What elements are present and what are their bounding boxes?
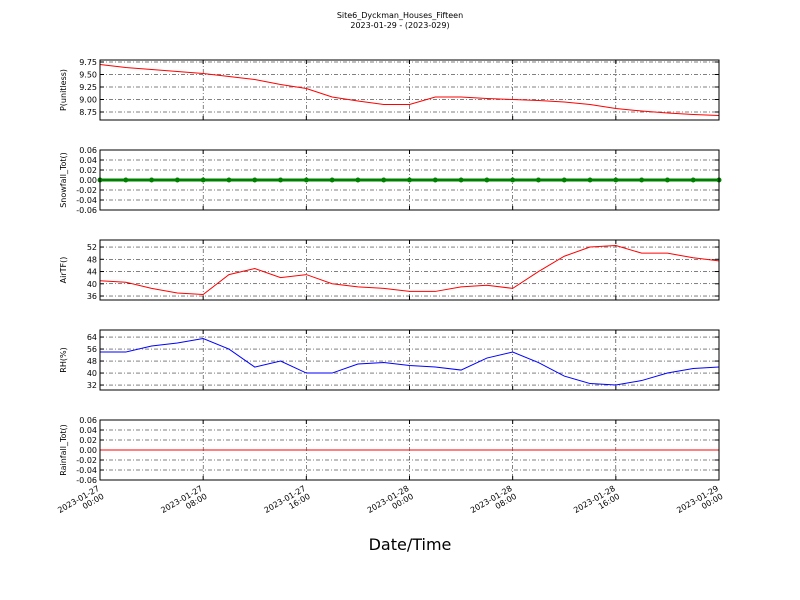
y-axis-label: Rainfall_Tot() — [59, 424, 68, 476]
data-point — [381, 177, 387, 183]
y-tick-label: -0.02 — [76, 456, 97, 465]
y-tick-label: 9.75 — [79, 58, 97, 67]
figure-subtitle: 2023-01-29 - (2023-029) — [350, 21, 449, 30]
y-tick-label: -0.06 — [76, 206, 97, 215]
y-tick-label: 8.75 — [79, 108, 97, 117]
figure-title: Site6_Dyckman_Houses_Fifteen — [337, 11, 463, 20]
y-tick-label: 0.00 — [79, 176, 97, 185]
data-point — [458, 177, 464, 183]
y-tick-label: 0.06 — [79, 416, 97, 425]
y-tick-label: 0.04 — [79, 156, 97, 165]
axes-frame — [99, 149, 720, 211]
y-tick-label: 40 — [87, 280, 97, 289]
y-tick-label: 52 — [87, 243, 97, 252]
y-tick-label: 0.04 — [79, 426, 97, 435]
y-axis-label: RH(%) — [59, 347, 68, 372]
y-tick-label: 32 — [87, 381, 97, 390]
data-point — [303, 177, 309, 183]
data-point — [149, 177, 155, 183]
data-line — [99, 64, 720, 116]
y-tick-label: 36 — [87, 292, 97, 301]
y-tick-label: 0.02 — [79, 436, 97, 445]
axes-frame — [99, 59, 720, 121]
y-tick-label: 0.00 — [79, 446, 97, 455]
data-point — [355, 177, 361, 183]
y-tick-label: 9.50 — [79, 71, 97, 80]
y-tick-label: 40 — [87, 369, 97, 378]
data-point — [535, 177, 541, 183]
data-point — [123, 177, 129, 183]
y-axis-label: P(unitless) — [59, 69, 68, 111]
data-point — [407, 177, 412, 183]
y-axis-label: Snowfall_Tot() — [59, 152, 68, 208]
data-point — [664, 177, 670, 183]
y-tick-label: -0.06 — [76, 476, 97, 485]
axes-frame — [99, 329, 720, 391]
data-point — [432, 177, 438, 183]
data-line — [100, 338, 720, 386]
data-point — [639, 177, 645, 183]
y-tick-label: 48 — [87, 255, 97, 264]
y-axis-label: AirTF() — [59, 257, 68, 284]
y-tick-label: 64 — [87, 333, 97, 342]
axes-frame — [99, 239, 720, 301]
x-axis-label: Date/Time — [369, 535, 452, 554]
y-tick-label: 0.06 — [79, 146, 97, 155]
y-tick-label: -0.02 — [76, 186, 97, 195]
data-point — [329, 177, 335, 183]
y-tick-label: 9.00 — [79, 96, 97, 105]
data-point — [278, 177, 284, 183]
axes-frame — [99, 419, 720, 481]
data-point — [252, 177, 258, 183]
data-point — [484, 177, 490, 183]
data-point — [690, 177, 696, 183]
data-point — [174, 177, 180, 183]
y-tick-label: -0.04 — [76, 196, 97, 205]
data-point — [561, 177, 567, 183]
data-point — [613, 177, 619, 183]
y-tick-label: 9.25 — [79, 83, 97, 92]
data-point — [226, 177, 232, 183]
y-tick-label: 56 — [87, 345, 97, 354]
y-tick-label: 48 — [87, 357, 97, 366]
data-point — [587, 177, 593, 183]
y-tick-label: -0.04 — [76, 466, 97, 475]
y-tick-label: 0.02 — [79, 166, 97, 175]
data-point — [200, 177, 206, 183]
data-line — [99, 245, 720, 296]
data-point — [510, 177, 516, 183]
y-tick-label: 44 — [87, 268, 97, 277]
